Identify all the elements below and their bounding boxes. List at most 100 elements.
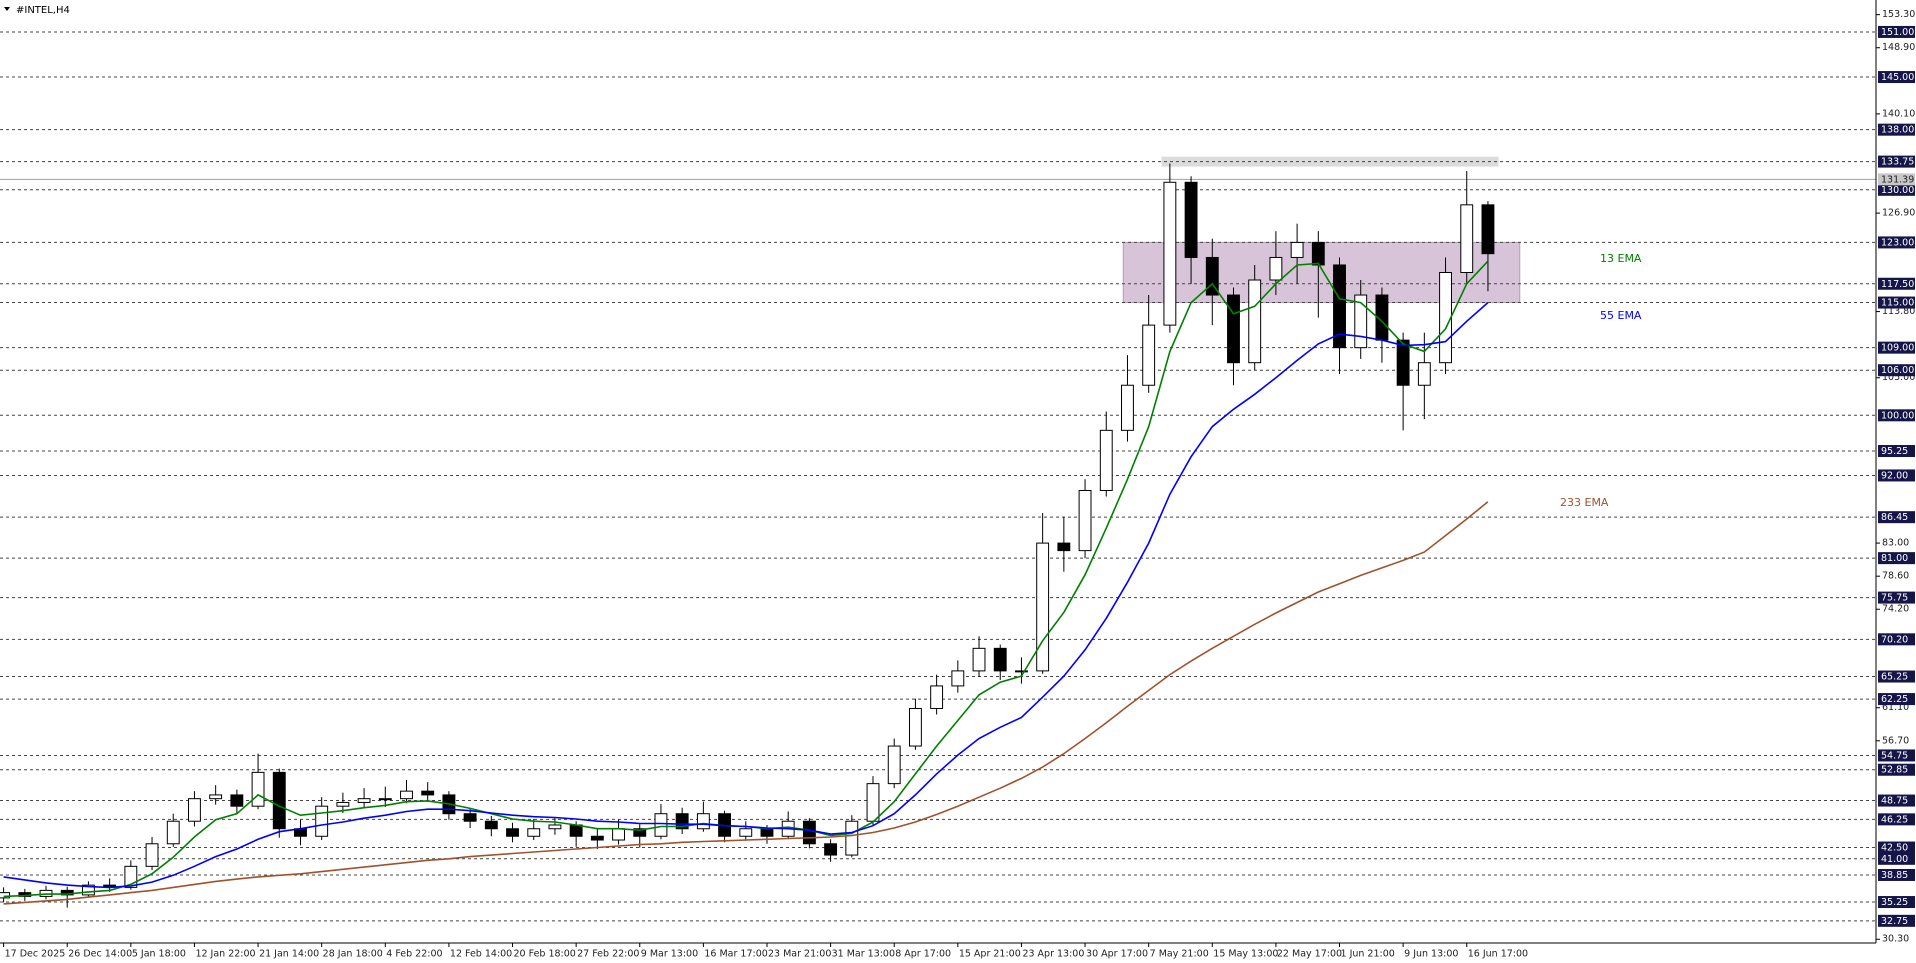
level-label-box [1878,25,1915,38]
level-label: 35.25 [1881,897,1908,908]
y-tick-label: 74.20 [1882,604,1909,615]
y-tick-label: 56.70 [1882,735,1909,746]
x-tick-label: 30 Apr 17:00 [1086,949,1148,960]
candle-body [421,790,435,796]
current-price-label: 131.39 [1881,174,1914,185]
level-label-box [1878,183,1915,196]
y-tick-label: 148.90 [1882,42,1915,53]
level-label-box [1878,236,1915,249]
level-label: 65.25 [1881,672,1908,683]
level-label-box [1878,591,1915,604]
candle-body [1099,429,1113,491]
candle-body [124,865,138,888]
candle-body [760,828,774,837]
level-label-box [1878,841,1915,854]
candle-body [1460,204,1474,273]
y-tick-label: 105.00 [1882,372,1915,383]
candle-body [866,783,880,822]
x-tick-label: 12 Jan 22:00 [195,949,255,960]
ema-label: 233 EMA [1560,496,1609,509]
level-label-box [1878,409,1915,422]
level-label-box [1878,364,1915,377]
candle-body [739,828,753,837]
x-tick-label: 16 Jun 17:00 [1468,949,1528,960]
y-tick-label: 126.90 [1882,208,1915,219]
level-label: 123.00 [1881,237,1914,248]
candle-body [887,745,901,785]
level-label-box [1878,868,1915,881]
level-label: 46.25 [1881,814,1908,825]
level-label: 38.85 [1881,870,1908,881]
candle-body [527,828,541,837]
level-label-box [1878,749,1915,762]
level-label: 117.50 [1881,279,1914,290]
x-tick-label: 15 Apr 21:00 [959,949,1021,960]
candle-body [845,820,859,856]
x-tick-label: 9 Mar 13:00 [641,949,698,960]
y-tick-label: 113.80 [1882,306,1915,317]
candle-body [1396,339,1410,386]
ema-label: 55 EMA [1600,309,1642,322]
candle-body [0,892,11,899]
candle-body [802,820,816,845]
candle-body [1163,181,1177,326]
candle-body [951,670,965,687]
level-label: 92.00 [1881,470,1908,481]
candle-body [1078,489,1092,552]
candle-body [1015,670,1028,673]
level-label-box [1878,914,1915,927]
y-tick-label: 30.30 [1882,934,1909,945]
level-label-box [1878,552,1915,565]
x-tick-label: 9 Jun 13:00 [1404,949,1458,960]
x-tick-label: 23 Mar 21:00 [768,949,831,960]
candle-body [506,828,519,837]
candle-body [824,843,838,856]
y-tick-label: 140.10 [1882,108,1915,119]
candle-body [1417,362,1431,386]
level-label: 41.00 [1881,854,1908,865]
x-tick-label: 8 Apr 17:00 [895,949,951,960]
candle-body [188,798,201,822]
ema-line [3,302,1489,889]
candle-body [272,771,286,830]
candle-body [908,707,922,747]
level-label-box [1878,511,1915,524]
level-label: 81.00 [1881,553,1908,564]
symbol-menu-arrow[interactable] [4,7,10,11]
y-tick-label: 78.60 [1882,571,1909,582]
level-label: 100.00 [1881,410,1914,421]
ema-label: 13 EMA [1600,252,1642,265]
level-label: 86.45 [1881,512,1908,523]
level-label: 133.75 [1881,157,1914,168]
level-label: 54.75 [1881,750,1908,761]
candle-body [633,828,647,837]
y-tick-label: 153.30 [1882,9,1915,20]
candle-body [251,771,265,807]
level-label-box [1878,71,1915,84]
resistance-zone [1161,156,1499,167]
y-tick-label: 61.10 [1882,702,1909,713]
x-tick-label: 20 Feb 18:00 [514,949,576,960]
level-label-box [1878,794,1915,807]
candle-body [463,813,477,822]
candle-body [654,813,668,837]
candle-body [675,813,689,830]
x-tick-label: 31 Mar 13:00 [832,949,895,960]
candle-body [1269,256,1283,281]
level-label: 151.00 [1881,27,1914,38]
level-label: 115.00 [1881,298,1914,309]
candle-body [145,843,159,867]
candle-body [209,794,223,800]
candle-body [1184,181,1198,258]
level-label: 42.50 [1881,843,1908,854]
level-label: 32.75 [1881,916,1908,927]
level-label-box [1878,813,1915,826]
candle-body [1333,264,1346,349]
candle-body [569,824,583,837]
candle-body [336,801,350,807]
candle-body [930,685,944,709]
ema-line [3,501,1489,905]
candle-body [378,798,392,801]
candle-body [993,647,1007,672]
candle-body [1481,204,1495,255]
